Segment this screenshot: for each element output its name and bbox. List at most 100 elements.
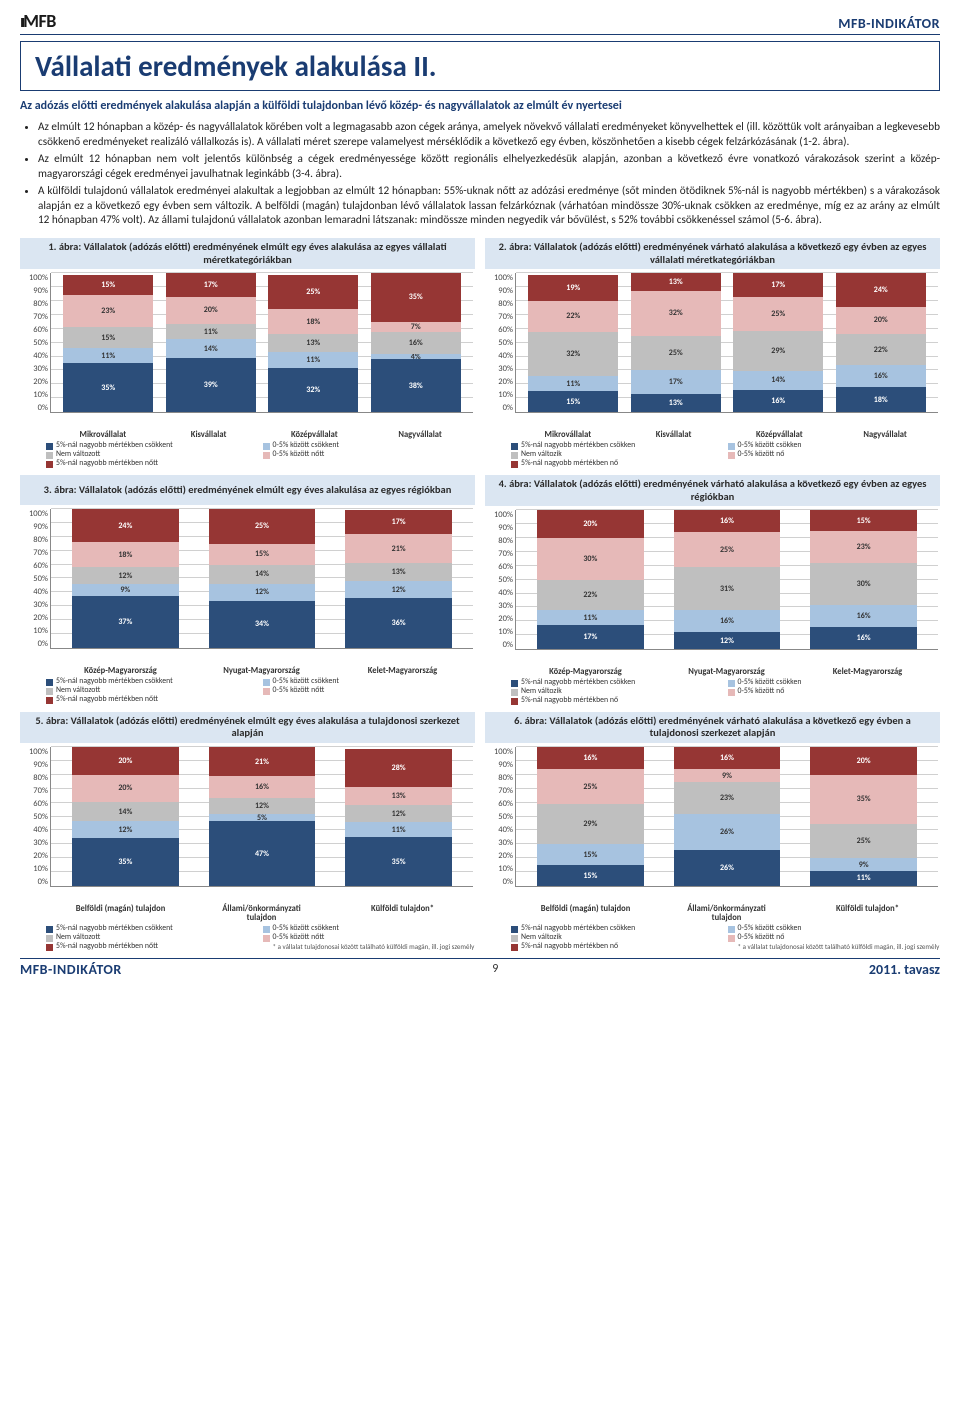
- bar-segment: 16%: [836, 365, 926, 387]
- chart-title: 3. ábra: Vállalatok (adózás előtti) ered…: [20, 475, 475, 505]
- bar-segment: 25%: [537, 769, 644, 804]
- y-tick-label: 100%: [487, 747, 513, 757]
- legend-swatch-icon: [46, 935, 53, 942]
- x-axis-labels: MikrovállalatKisvállalatKözépvállalatNag…: [485, 429, 940, 440]
- bar-segment: 18%: [268, 309, 358, 334]
- chart-body: 0%10%20%30%40%50%60%70%80%90%100%20%20%1…: [20, 743, 475, 903]
- bar-segment: 12%: [674, 632, 781, 649]
- bar-column: 24%18%12%9%37%: [72, 509, 179, 648]
- logo-text: MFB: [23, 10, 56, 32]
- y-tick-label: 70%: [487, 786, 513, 796]
- legend-swatch-icon: [511, 680, 518, 687]
- bar-segment: 20%: [537, 510, 644, 538]
- x-tick-label: Középvállalat: [268, 431, 361, 440]
- legend-item: 5%-nál nagyobb mértékben nőtt: [46, 943, 259, 952]
- x-axis-labels: Közép-MagyarországNyugat-MagyarországKel…: [485, 666, 940, 677]
- bar-segment: 25%: [733, 297, 823, 331]
- plot-area: 20%20%14%12%35%21%16%12%5%47%28%13%12%11…: [50, 747, 473, 887]
- y-tick-label: 100%: [22, 273, 48, 283]
- bar-column: 25%15%14%12%34%: [209, 509, 316, 648]
- footer-right: 2011. tavasz: [869, 961, 940, 978]
- plot-area: 15%23%15%11%35%17%20%11%14%39%25%18%13%1…: [50, 273, 473, 413]
- chart-card: 1. ábra: Vállalatok (adózás előtti) ered…: [20, 238, 475, 469]
- plot-area: 24%18%12%9%37%25%15%14%12%34%17%21%13%12…: [50, 509, 473, 649]
- bar-segment: 34%: [209, 601, 316, 648]
- bar-column: 21%16%12%5%47%: [209, 747, 316, 886]
- bar-segment: 22%: [836, 334, 926, 365]
- legend-swatch-icon: [511, 452, 518, 459]
- y-tick-label: 90%: [487, 760, 513, 770]
- legend: 5%-nál nagyobb mértékben csökkent0-5% kö…: [20, 923, 475, 952]
- bar-column: 16%9%23%26%26%: [674, 747, 781, 886]
- bar-segment: 13%: [631, 394, 721, 412]
- chart-card: 5. ábra: Vállalatok (adózás előtti) ered…: [20, 712, 475, 952]
- bar-column: 16%25%31%16%12%: [674, 510, 781, 649]
- legend-label: 5%-nál nagyobb mértékben nő: [521, 460, 618, 469]
- x-tick-label: Külföldi tulajdon*: [813, 905, 923, 923]
- bar-segment: 23%: [810, 531, 917, 563]
- legend-swatch-icon: [728, 452, 735, 459]
- legend-label: 5%-nál nagyobb mértékben nő: [521, 943, 618, 952]
- legend-swatch-icon: [511, 461, 518, 468]
- bullet: Az elmúlt 12 hónapban nem volt jelentős …: [38, 152, 940, 181]
- bar-segment: 20%: [836, 307, 926, 335]
- x-tick-label: Állami/önkormányzati tulajdon: [207, 905, 317, 923]
- y-tick-label: 80%: [487, 773, 513, 783]
- bar-column: 17%20%11%14%39%: [166, 273, 256, 412]
- y-tick-label: 10%: [22, 864, 48, 874]
- legend-footnote: * a vállalat tulajdonosai között találha…: [263, 943, 476, 952]
- y-tick-label: 100%: [22, 509, 48, 519]
- bar-segment: 15%: [537, 844, 644, 865]
- bar-segment: 11%: [528, 376, 618, 391]
- bar-segment: 29%: [733, 331, 823, 371]
- x-axis-labels: Belföldi (magán) tulajdonÁllami/önkormán…: [20, 903, 475, 923]
- bar-segment: 30%: [810, 563, 917, 605]
- bar-segment: 35%: [72, 838, 179, 886]
- y-tick-label: 0%: [22, 403, 48, 413]
- page-number: 9: [492, 962, 498, 976]
- bar-segment: 14%: [72, 802, 179, 821]
- legend-swatch-icon: [263, 443, 270, 450]
- bar-segment: 24%: [72, 509, 179, 542]
- y-tick-label: 70%: [22, 312, 48, 322]
- bar-segment: 15%: [528, 391, 618, 412]
- bar-segment: 15%: [63, 275, 153, 296]
- chart-card: 3. ábra: Vállalatok (adózás előtti) ered…: [20, 475, 475, 706]
- bar-column: 25%18%13%11%32%: [268, 273, 358, 412]
- y-tick-label: 10%: [487, 864, 513, 874]
- bar-column: 24%20%22%16%18%: [836, 273, 926, 412]
- chart-title: 2. ábra: Vállalatok (adózás előtti) ered…: [485, 238, 940, 269]
- legend-swatch-icon: [46, 461, 53, 468]
- x-tick-label: Nyugat-Magyarország: [207, 667, 317, 676]
- bar-segment: 11%: [810, 871, 917, 886]
- bar-segment: 20%: [166, 297, 256, 325]
- legend-swatch-icon: [728, 926, 735, 933]
- y-tick-label: 40%: [487, 588, 513, 598]
- bar-segment: 12%: [72, 821, 179, 838]
- bar-segment: 32%: [268, 368, 358, 412]
- y-tick-label: 20%: [22, 377, 48, 387]
- y-tick-label: 30%: [22, 838, 48, 848]
- y-axis: 0%10%20%30%40%50%60%70%80%90%100%: [22, 509, 50, 649]
- bar-segment: 14%: [166, 339, 256, 358]
- y-tick-label: 80%: [22, 773, 48, 783]
- legend-swatch-icon: [46, 688, 53, 695]
- x-tick-label: Közép-Magyarország: [531, 668, 641, 677]
- bar-segment: 12%: [209, 584, 316, 601]
- chart-body: 0%10%20%30%40%50%60%70%80%90%100%16%25%2…: [485, 743, 940, 903]
- legend: 5%-nál nagyobb mértékben csökkent0-5% kö…: [20, 440, 475, 469]
- bar-column: 17%25%29%14%16%: [733, 273, 823, 412]
- bar-segment: 5%: [209, 814, 316, 821]
- y-tick-label: 50%: [22, 338, 48, 348]
- bar-segment: 30%: [537, 538, 644, 580]
- x-tick-label: Nagyvállalat: [374, 431, 467, 440]
- y-tick-label: 30%: [487, 838, 513, 848]
- y-tick-label: 60%: [487, 562, 513, 572]
- subheader: Az adózás előtti eredmények alakulása al…: [20, 99, 940, 114]
- bar-segment: 47%: [209, 821, 316, 886]
- bar-segment: 25%: [209, 509, 316, 544]
- y-tick-label: 20%: [22, 613, 48, 623]
- charts-grid: 1. ábra: Vállalatok (adózás előtti) ered…: [20, 238, 940, 952]
- legend-item: 0-5% között nő: [728, 451, 941, 460]
- y-tick-label: 90%: [22, 286, 48, 296]
